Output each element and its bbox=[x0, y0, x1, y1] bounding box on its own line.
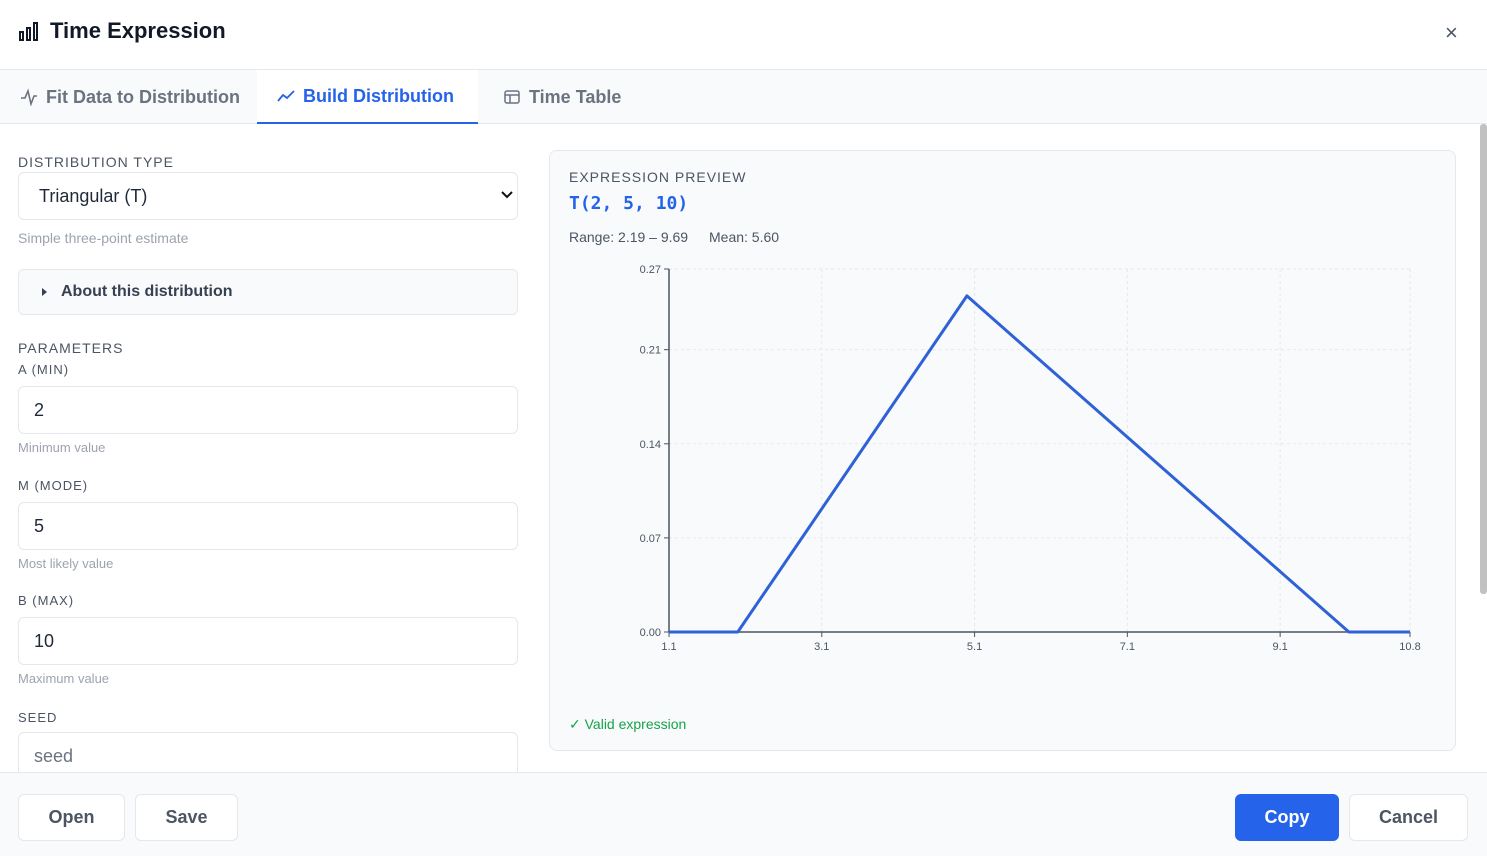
tab-label: Fit Data to Distribution bbox=[46, 86, 240, 107]
text-input[interactable]: 2 bbox=[18, 386, 518, 434]
tab-icon bbox=[21, 88, 37, 106]
tab-label: Time Table bbox=[529, 86, 622, 107]
y-tick-label: 0.07 bbox=[640, 533, 661, 545]
field-label: B (MAX) bbox=[18, 593, 75, 608]
x-tick-label: 3.1 bbox=[814, 641, 829, 653]
section-label: PARAMETERS bbox=[18, 340, 124, 356]
tab[interactable]: Fit Data to Distribution bbox=[0, 70, 260, 124]
dialog-title: Time Expression bbox=[50, 18, 226, 43]
preview-panel bbox=[549, 150, 1456, 751]
placeholder: seed bbox=[34, 746, 74, 766]
tab[interactable]: Time Table bbox=[483, 70, 641, 124]
chevron bbox=[501, 191, 513, 199]
x-tick-label: 1.1 bbox=[661, 641, 676, 653]
status: ✓ Valid expression bbox=[569, 716, 687, 732]
field-label: M (MODE) bbox=[18, 477, 89, 493]
y-tick-label: 0.21 bbox=[640, 345, 661, 357]
x-tick-label: 5.1 bbox=[967, 641, 982, 653]
header bbox=[0, 0, 1487, 70]
hint: Maximum value bbox=[18, 671, 110, 686]
tab[interactable]: Build Distribution bbox=[257, 70, 478, 124]
button[interactable]: Cancel bbox=[1349, 794, 1468, 841]
button[interactable]: Save bbox=[135, 794, 238, 841]
x-tick-label: 10.8 bbox=[1399, 641, 1420, 653]
range: Range: 2.19 – 9.69 bbox=[569, 229, 689, 245]
y-tick-label: 0.27 bbox=[640, 264, 661, 276]
caret bbox=[42, 288, 47, 296]
hint: Simple three-point estimate bbox=[18, 230, 189, 246]
input-value: 10 bbox=[34, 631, 55, 651]
hint: Most likely value bbox=[18, 555, 114, 571]
chart: 0.00 0.07 0.14 0.21 0.27 1.1 3.1 5.1 7.1 9.1 10.8 bbox=[640, 264, 1421, 653]
preview-label: EXPRESSION PREVIEW bbox=[569, 169, 747, 185]
scrollbar[interactable] bbox=[1480, 124, 1487, 594]
field-label: A (MIN) bbox=[18, 362, 70, 377]
input-value: 5 bbox=[34, 515, 45, 536]
hint: Minimum value bbox=[18, 440, 106, 455]
expression: T(2, 5, 10) bbox=[569, 193, 689, 214]
line bbox=[669, 294, 1410, 634]
select-value: Triangular (T) bbox=[39, 186, 148, 206]
field-label: DISTRIBUTION TYPE bbox=[18, 154, 174, 170]
details[interactable]: About this distribution bbox=[18, 269, 518, 315]
y-tick-label: 0.00 bbox=[640, 627, 661, 639]
details-summary: About this distribution bbox=[61, 283, 233, 300]
text-input[interactable]: 5 bbox=[18, 501, 518, 550]
tab-icon bbox=[277, 90, 295, 102]
tab-icon bbox=[504, 90, 520, 104]
y-tick-label: 0.14 bbox=[640, 439, 661, 451]
x-tick-label: 9.1 bbox=[1272, 641, 1287, 653]
x-tick-label: 7.1 bbox=[1120, 641, 1135, 653]
button[interactable]: Open bbox=[18, 794, 125, 841]
chart-icon bbox=[19, 22, 38, 41]
tab-bar bbox=[0, 70, 1487, 124]
tab-label: Build Distribution bbox=[303, 85, 454, 106]
text-input[interactable]: 10 bbox=[18, 617, 518, 665]
mean: Mean: 5.60 bbox=[709, 229, 780, 245]
input-value: 2 bbox=[34, 400, 45, 420]
close-button[interactable]: × bbox=[1445, 20, 1458, 45]
button[interactable]: Copy bbox=[1235, 794, 1339, 841]
select[interactable]: Triangular (T) bbox=[18, 172, 518, 220]
field-label: SEED bbox=[18, 710, 58, 725]
